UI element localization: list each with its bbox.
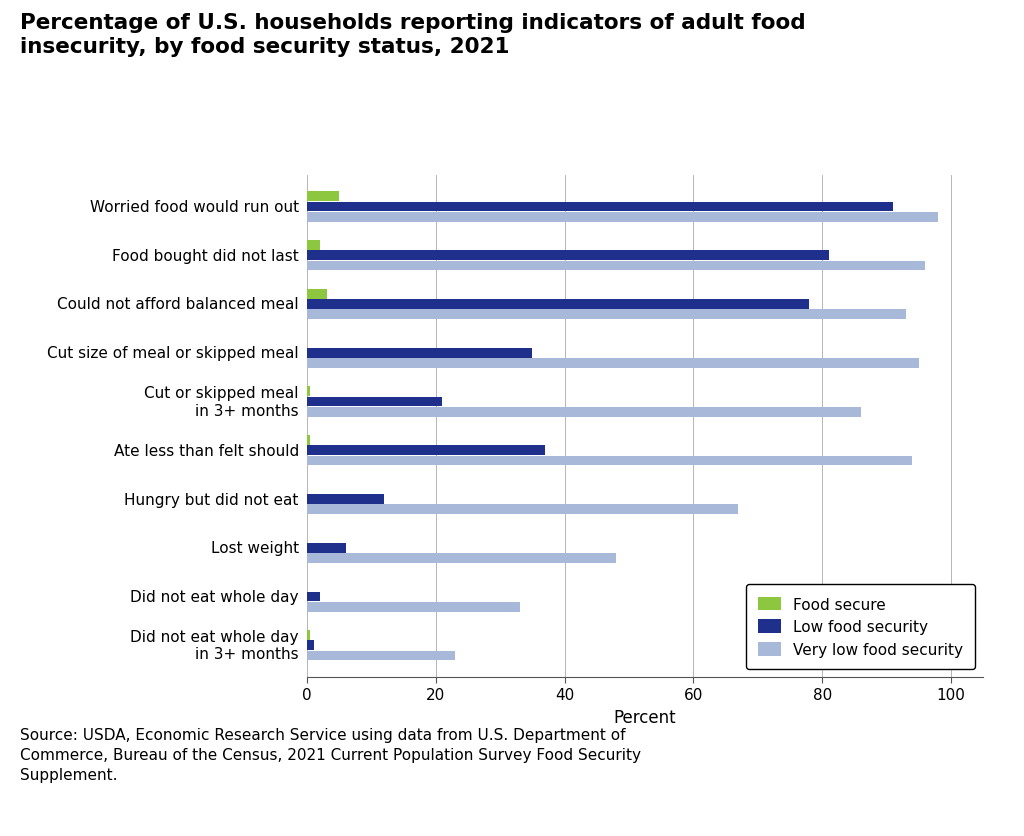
Bar — [307, 289, 327, 299]
X-axis label: Percent: Percent — [613, 708, 677, 726]
Bar — [307, 387, 310, 396]
Bar — [307, 241, 321, 251]
Legend: Food secure, Low food security, Very low food security: Food secure, Low food security, Very low… — [745, 584, 976, 670]
Bar — [307, 446, 546, 456]
Bar — [307, 300, 809, 309]
Bar — [307, 592, 321, 602]
Bar — [307, 407, 861, 417]
Bar — [307, 349, 532, 358]
Bar — [307, 436, 310, 446]
Bar — [307, 262, 925, 271]
Bar — [307, 212, 938, 222]
Bar — [307, 630, 310, 640]
Text: Percentage of U.S. households reporting indicators of adult food
insecurity, by : Percentage of U.S. households reporting … — [20, 13, 806, 58]
Bar — [307, 543, 346, 553]
Bar — [307, 640, 313, 650]
Bar — [307, 553, 616, 563]
Bar — [307, 202, 893, 212]
Bar — [307, 602, 519, 612]
Bar — [307, 251, 828, 261]
Bar — [307, 310, 906, 319]
Bar — [307, 192, 339, 201]
Bar — [307, 359, 919, 369]
Bar — [307, 495, 384, 504]
Bar — [307, 651, 456, 660]
Text: Source: USDA, Economic Research Service using data from U.S. Department of
Comme: Source: USDA, Economic Research Service … — [20, 727, 641, 782]
Bar — [307, 456, 912, 466]
Bar — [307, 397, 442, 407]
Bar — [307, 505, 738, 514]
